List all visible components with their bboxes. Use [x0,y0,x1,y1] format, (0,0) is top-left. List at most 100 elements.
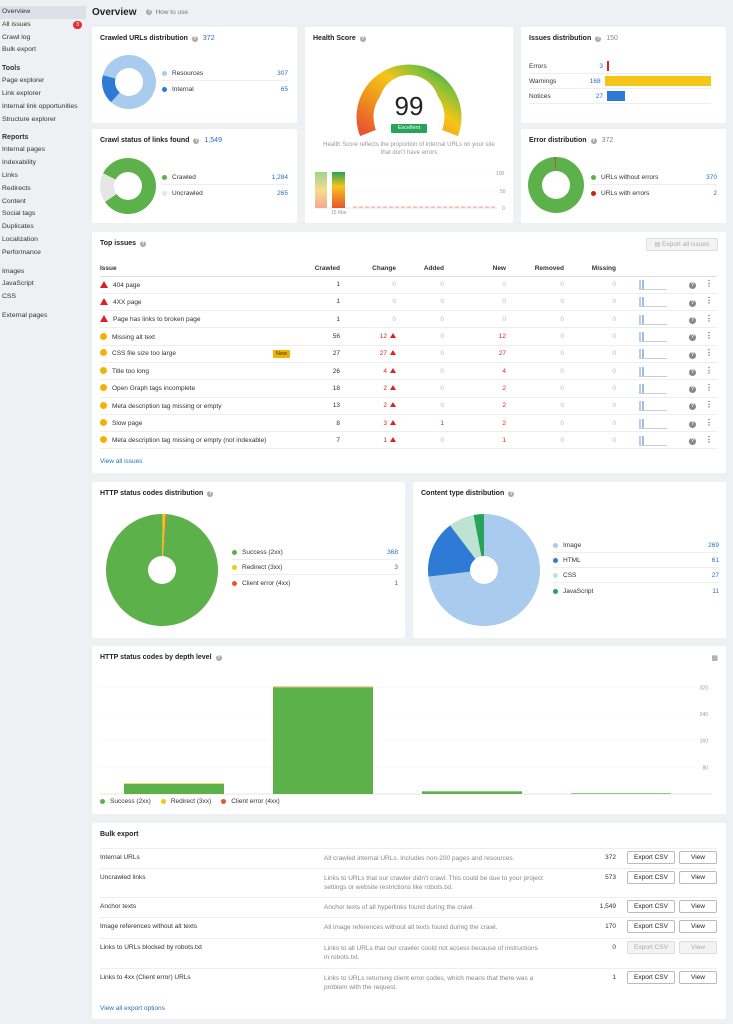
sidebar-item-internal-pages[interactable]: Internal pages [0,144,86,157]
help-icon[interactable]: ? [193,137,200,144]
removed-cell[interactable]: 0 [506,414,564,433]
issues-dist-row[interactable]: Notices 27 [529,89,711,104]
new-cell[interactable]: 0 [444,310,506,329]
view-button[interactable]: View [679,871,717,884]
missing-cell[interactable]: 0 [564,431,616,450]
help-icon[interactable]: ? [207,490,214,497]
sidebar-item-page-explorer[interactable]: Page explorer [0,75,86,88]
issue-name[interactable]: Slow page [112,420,143,428]
help-icon[interactable]: ? [508,490,515,497]
sidebar-item-css[interactable]: CSS [0,291,86,304]
sidebar-item-javascript[interactable]: JavaScript [0,278,86,291]
new-cell[interactable]: 2 [444,379,506,398]
more-options-icon[interactable]: ⋮ [705,279,713,289]
crawled-cell[interactable]: 8 [290,414,340,433]
legend-item[interactable]: Success (2xx) [100,798,151,805]
issue-row[interactable]: Open Graph tags incomplete 18 2 0 2 0 0? ⋮ [100,379,717,398]
issue-name[interactable]: CSS file size too large [112,350,176,358]
issues-dist-row[interactable]: Errors 3 [529,59,711,74]
new-cell[interactable]: 0 [444,276,506,294]
missing-cell[interactable]: 0 [564,379,616,398]
more-options-icon[interactable]: ⋮ [705,400,713,410]
more-options-icon[interactable]: ⋮ [705,313,713,323]
legend-value[interactable]: 370 [706,174,717,181]
issue-help-icon[interactable]: ? [689,368,696,376]
missing-cell[interactable]: 0 [564,345,616,363]
export-all-issues-button[interactable]: ▤ Export all issues [646,238,718,251]
more-options-icon[interactable]: ⋮ [705,331,713,341]
issue-name[interactable]: Title too long [112,368,149,376]
sidebar-item-localization[interactable]: Localization [0,234,86,247]
issue-help-icon[interactable]: ? [689,420,696,428]
removed-cell[interactable]: 0 [506,345,564,363]
added-cell[interactable]: 0 [396,362,444,381]
view-button[interactable]: View [679,971,717,984]
issue-row[interactable]: Meta description tag missing or empty (n… [100,431,717,450]
issue-name[interactable]: 404 page [113,281,141,289]
help-icon[interactable]: ? [595,35,602,42]
issue-row[interactable]: Slow page 8 3 1 2 0 0? ⋮ [100,414,717,433]
sidebar-item-performance[interactable]: Performance [0,247,86,260]
sidebar-item-crawl-log[interactable]: Crawl log [0,32,86,45]
issue-help-icon[interactable]: ? [689,334,696,342]
new-cell[interactable]: 2 [444,397,506,415]
issue-name[interactable]: Missing alt text [112,333,155,341]
sidebar-item-all-issues[interactable]: All issues 3 [0,19,86,32]
help-icon[interactable]: ? [590,137,597,144]
legend-item[interactable]: Redirect (3xx) [160,798,211,805]
view-button[interactable]: View [679,941,717,954]
how-to-use-link[interactable]: ? How to use [146,8,189,16]
issue-name[interactable]: 4XX page [113,298,142,306]
legend-value[interactable]: 3 [394,564,398,571]
sidebar-item-internal-link-opportunities[interactable]: Internal link opportunities [0,101,86,114]
help-icon[interactable]: ? [191,35,198,42]
issue-row[interactable]: 404 page 1 0 0 0 0 0? ⋮ [100,276,717,294]
missing-cell[interactable]: 0 [564,310,616,329]
removed-cell[interactable]: 0 [506,379,564,398]
crawled-cell[interactable]: 27 [290,345,340,363]
issue-help-icon[interactable]: ? [689,316,696,324]
legend-value[interactable]: 61 [711,557,719,564]
issue-name[interactable]: Meta description tag missing or empty [112,402,222,410]
crawled-cell[interactable]: 1 [290,276,340,294]
export-csv-button[interactable]: Export CSV [627,971,675,984]
sidebar-item-images[interactable]: Images [0,266,86,279]
crawled-cell[interactable]: 18 [290,379,340,398]
sidebar-item-indexability[interactable]: Indexability [0,157,86,170]
help-icon[interactable]: ? [359,35,366,42]
export-csv-button[interactable]: Export CSV [627,871,675,884]
sidebar-item-structure-explorer[interactable]: Structure explorer [0,114,86,127]
view-all-export-options-link[interactable]: View all export options [100,1005,165,1012]
added-cell[interactable]: 0 [396,310,444,329]
sidebar-item-redirects[interactable]: Redirects [0,183,86,196]
sidebar-item-external-pages[interactable]: External pages [0,310,86,323]
missing-cell[interactable]: 0 [564,362,616,381]
removed-cell[interactable]: 0 [506,276,564,294]
legend-value[interactable]: 11 [712,587,719,595]
new-cell[interactable]: 1 [444,431,506,450]
issue-help-icon[interactable]: ? [689,403,696,411]
crawled-cell[interactable]: 1 [290,310,340,329]
issue-row[interactable]: 4XX page 1 0 0 0 0 0? ⋮ [100,293,717,312]
added-cell[interactable]: 0 [396,431,444,450]
help-icon[interactable]: ? [215,654,222,661]
sidebar-item-duplicates[interactable]: Duplicates [0,221,86,234]
chart-type-icon[interactable]: ▦ [711,655,718,662]
crawled-cell[interactable]: 56 [290,327,340,346]
help-icon[interactable]: ? [140,240,147,247]
missing-cell[interactable]: 0 [564,397,616,415]
added-cell[interactable]: 0 [396,397,444,415]
export-csv-button[interactable]: Export CSV [627,920,675,933]
new-cell[interactable]: 0 [444,293,506,312]
added-cell[interactable]: 0 [396,327,444,346]
legend-value[interactable]: 1,284 [271,174,288,181]
added-cell[interactable]: 0 [396,345,444,363]
legend-value[interactable]: 2 [713,189,717,197]
issue-row[interactable]: CSS file size too large New 27 27 0 27 0 0? ⋮ [100,345,717,363]
legend-value[interactable]: 27 [711,572,719,579]
issue-help-icon[interactable]: ? [689,282,696,290]
export-csv-button[interactable]: Export CSV [627,900,675,913]
view-button[interactable]: View [679,920,717,933]
issue-help-icon[interactable]: ? [689,386,696,394]
issue-name[interactable]: Open Graph tags incomplete [112,385,196,393]
